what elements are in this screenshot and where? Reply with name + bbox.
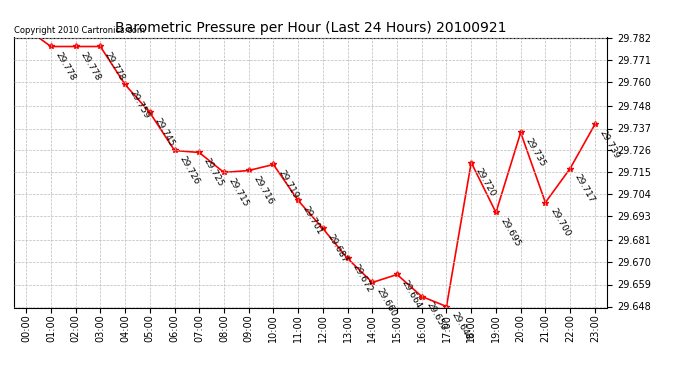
Text: 29.759: 29.759	[128, 88, 151, 120]
Text: 29.716: 29.716	[251, 175, 275, 207]
Text: 29.653: 29.653	[424, 301, 448, 333]
Text: 29.660: 29.660	[375, 286, 399, 318]
Text: 29.778: 29.778	[103, 51, 127, 82]
Text: 29.717: 29.717	[573, 172, 596, 204]
Text: 29.739: 29.739	[598, 129, 621, 160]
Text: 29.719: 29.719	[276, 169, 299, 201]
Text: 29.701: 29.701	[301, 205, 324, 237]
Text: 29.726: 29.726	[177, 154, 201, 186]
Text: 29.695: 29.695	[499, 217, 522, 249]
Title: Barometric Pressure per Hour (Last 24 Hours) 20100921: Barometric Pressure per Hour (Last 24 Ho…	[115, 21, 506, 35]
Text: 29.672: 29.672	[351, 262, 374, 294]
Text: 29.745: 29.745	[152, 117, 176, 148]
Text: 29.778: 29.778	[79, 51, 102, 82]
Text: 29.648: 29.648	[449, 310, 473, 342]
Text: 29.778: 29.778	[54, 51, 77, 82]
Text: 29.687: 29.687	[326, 232, 349, 264]
Text: 29.720: 29.720	[474, 166, 497, 198]
Text: 29.787: 29.787	[0, 374, 1, 375]
Text: 29.664: 29.664	[400, 279, 423, 310]
Text: 29.700: 29.700	[548, 207, 572, 238]
Text: 29.715: 29.715	[227, 177, 250, 209]
Text: 29.735: 29.735	[524, 136, 547, 168]
Text: Copyright 2010 Cartronics.com: Copyright 2010 Cartronics.com	[14, 26, 145, 35]
Text: 29.725: 29.725	[202, 157, 226, 188]
